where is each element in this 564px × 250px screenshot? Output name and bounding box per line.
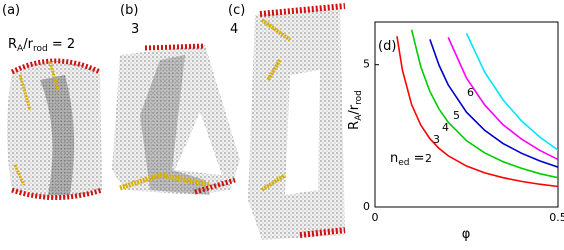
curve bbox=[410, 29, 558, 179]
panel-label: (a) bbox=[2, 3, 20, 18]
y-tick-label: 0 bbox=[363, 200, 370, 213]
panel-label: (c) bbox=[228, 3, 245, 18]
panel-c-image bbox=[248, 3, 346, 240]
y-tick-label: 5 bbox=[363, 58, 370, 71]
plot-frame bbox=[374, 21, 559, 208]
x-tick-label: 0.5 bbox=[549, 211, 564, 224]
panel-b-image bbox=[112, 43, 240, 195]
legend-label: 5 bbox=[453, 109, 460, 122]
curve bbox=[465, 33, 558, 151]
panel-caption: RA/rrod = 2 bbox=[8, 37, 75, 54]
legend-label: 4 bbox=[442, 121, 449, 134]
legend-label: 6 bbox=[467, 86, 474, 99]
curve bbox=[447, 37, 558, 161]
panel-caption: 3 bbox=[131, 22, 139, 37]
annotation: ned = bbox=[390, 151, 425, 168]
panel-caption: 4 bbox=[230, 22, 238, 37]
panel-label: (d) bbox=[378, 39, 396, 54]
legend-label: 3 bbox=[433, 133, 440, 146]
x-axis-label: φ bbox=[462, 227, 471, 242]
x-tick-label: 0 bbox=[372, 211, 379, 224]
curve bbox=[429, 39, 558, 168]
curve bbox=[396, 36, 558, 188]
panel-a-image bbox=[7, 58, 103, 200]
legend-label: 2 bbox=[425, 152, 432, 165]
y-axis-label: RA/rrod bbox=[347, 90, 364, 130]
panel-label: (b) bbox=[120, 3, 138, 18]
